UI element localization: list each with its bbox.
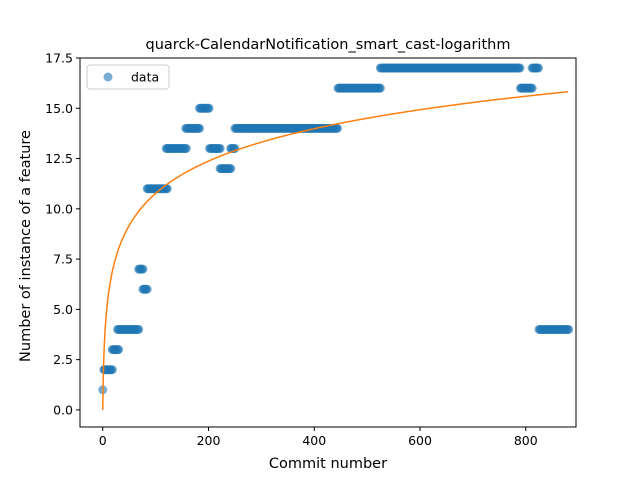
- data-point: [216, 144, 225, 153]
- data-point: [528, 84, 537, 93]
- y-tick-label: 12.5: [45, 151, 73, 166]
- data-point: [515, 64, 524, 73]
- data-point: [143, 285, 152, 294]
- chart-title: quarck-CalendarNotification_smart_cast-l…: [146, 37, 511, 53]
- x-tick-label: 600: [408, 433, 432, 448]
- x-tick-label: 0: [99, 433, 107, 448]
- y-tick-label: 7.5: [53, 252, 73, 267]
- data-point: [205, 104, 214, 113]
- data-point: [376, 84, 385, 93]
- data-point: [134, 325, 143, 334]
- data-point: [564, 325, 573, 334]
- data-point: [138, 265, 147, 274]
- x-axis-label: Commit number: [269, 456, 387, 472]
- y-tick-label: 5.0: [53, 302, 73, 317]
- data-point: [182, 144, 191, 153]
- x-tick-label: 200: [197, 433, 221, 448]
- data-point: [226, 164, 235, 173]
- x-tick-label: 800: [514, 433, 538, 448]
- data-point: [195, 124, 204, 133]
- data-point: [114, 345, 123, 354]
- data-point: [108, 365, 117, 374]
- legend: data: [87, 65, 169, 89]
- legend-marker: [104, 73, 113, 82]
- y-tick-label: 17.5: [45, 51, 73, 66]
- y-tick-label: 0.0: [53, 402, 73, 417]
- y-axis-label: Number of instance of a feature: [18, 130, 34, 362]
- data-point: [534, 64, 543, 73]
- y-tick-label: 10.0: [45, 201, 73, 216]
- x-tick-label: 400: [302, 433, 326, 448]
- y-tick-label: 15.0: [45, 101, 73, 116]
- legend-label: data: [131, 70, 159, 85]
- y-tick-label: 2.5: [53, 352, 73, 367]
- data-point: [333, 124, 342, 133]
